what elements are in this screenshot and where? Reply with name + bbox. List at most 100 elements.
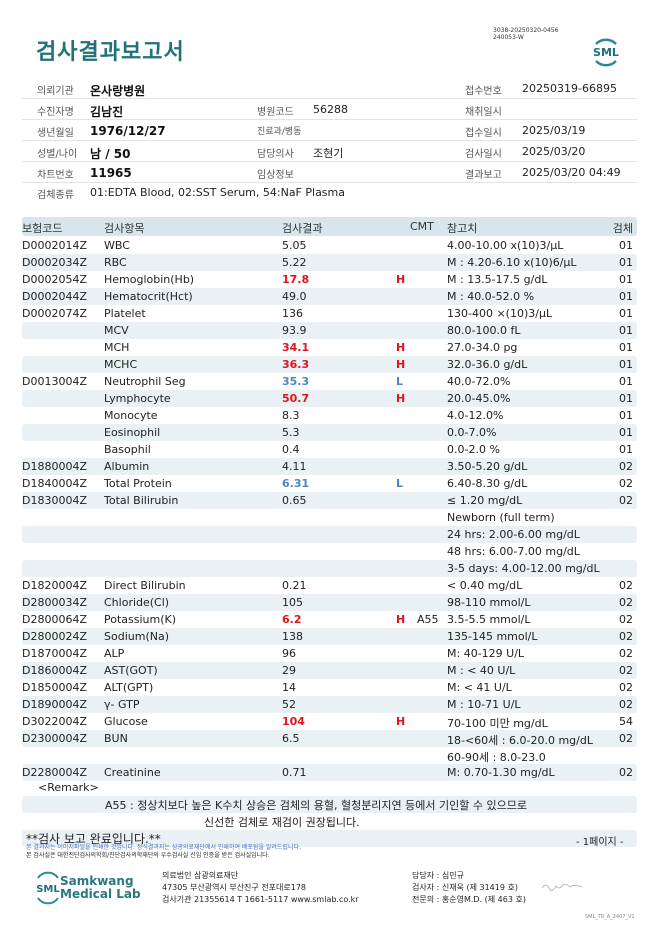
tester: 검사자 : 신재욱 (제 31419 호): [412, 883, 518, 892]
cell-result: 8.3: [282, 409, 300, 422]
test-date-value: 2025/03/20: [522, 145, 586, 158]
cell-specimen: 01: [619, 358, 633, 371]
hospital-code-label: 병원코드: [257, 107, 294, 118]
svg-text:SML: SML: [36, 884, 60, 895]
cell-item: Eosinophil: [104, 426, 161, 439]
table-row: D0002014Z WBC 5.05 4.00-10.00 x(10)3/μL 01: [22, 237, 637, 254]
cell-flag: H: [396, 341, 406, 354]
cell-item: MCV: [104, 324, 129, 337]
cell-reference: 60-90세 : 8.0-23.0: [447, 751, 546, 764]
header-cmt: CMT: [410, 220, 434, 233]
remark-line: A55 : 정상치보다 높은 K수치 상승은 검체의 용혈, 혈청분리지연 등에…: [105, 799, 527, 812]
remark-line: 신선한 검체로 재검이 권장됩니다.: [204, 816, 360, 829]
info-row: 검체종류 01:EDTA Blood, 02:SST Serum, 54:NaF…: [22, 182, 637, 203]
table-row: D2800024Z Sodium(Na) 138 135-145 mmol/L 02: [22, 628, 637, 645]
cell-item: Monocyte: [104, 409, 158, 422]
cell-specimen: 02: [619, 630, 633, 643]
cell-item: Hemoglobin(Hb): [104, 273, 195, 286]
cell-specimen: 01: [619, 426, 633, 439]
cell-item: WBC: [104, 239, 130, 252]
info-row: 성별/나이 남 / 50 담당의사 조현기 검사일시 2025/03/20: [22, 141, 637, 162]
doctor-value: 조현기: [313, 147, 344, 160]
cell-specimen: 01: [619, 256, 633, 269]
accreditation-notice: 본 검사실은 대한진단검사의학회/진단검사의학재단의 우수검사실 신임 인증을 …: [26, 852, 270, 859]
cell-code: D0002014Z: [22, 239, 87, 252]
chart-value: 11965: [90, 166, 132, 180]
cell-specimen: 01: [619, 392, 633, 405]
cell-code: D0013004Z: [22, 375, 87, 388]
cell-result: 6.5: [282, 732, 300, 745]
cell-comment: A55: [417, 613, 439, 626]
table-row: D0002054Z Hemoglobin(Hb) 17.8 H M : 13.5-17.…: [22, 271, 637, 288]
header-specimen: 검체: [612, 222, 633, 235]
institution-value: 온사랑병원: [90, 84, 146, 98]
cell-specimen: 02: [619, 732, 633, 745]
cell-result: 105: [282, 596, 303, 609]
cell-result: 5.3: [282, 426, 300, 439]
signatories: 담당자 : 심민규 검사자 : 신재욱 (제 31419 호) 전문의 : 홍순…: [412, 870, 526, 906]
cell-reference: 3.50-5.20 g/dL: [447, 460, 528, 473]
cell-specimen: 01: [619, 443, 633, 456]
header-code: 보험코드: [22, 222, 63, 235]
table-row: D3022004Z Glucose 104 H 70-100 미만 mg/dL 54: [22, 713, 637, 730]
table-row: D1880004Z Albumin 4.11 3.50-5.20 g/dL 02: [22, 458, 637, 475]
address: 47305 부산광역시 부산진구 전포대로178: [162, 883, 307, 892]
cell-item: ALT(GPT): [104, 681, 154, 694]
table-row: 3-5 days: 4.00-12.00 mg/dL: [22, 560, 637, 577]
receipt-no-value: 20250319-66895: [522, 82, 617, 95]
cell-reference: Newborn (full term): [447, 511, 555, 524]
cell-reference: M : < 40 U/L: [447, 664, 516, 677]
cell-specimen: 02: [619, 613, 633, 626]
cell-item: Total Protein: [104, 477, 172, 490]
cell-specimen: 01: [619, 239, 633, 252]
table-row: D1840004Z Total Protein 6.31 L 6.40-8.30 g/d…: [22, 475, 637, 492]
cell-result: 29: [282, 664, 296, 677]
cell-specimen: 02: [619, 664, 633, 677]
cell-reference: M : 4.20-6.10 x(10)6/μL: [447, 256, 577, 269]
cell-result: 6.2: [282, 613, 302, 626]
cell-item: Lymphocyte: [104, 392, 171, 405]
lab-address: 의료법인 삼광의료재단 47305 부산광역시 부산진구 전포대로178 검사기…: [162, 870, 359, 906]
cell-reference: 3-5 days: 4.00-12.00 mg/dL: [447, 562, 600, 575]
cell-specimen: 02: [619, 494, 633, 507]
cell-code: D1830004Z: [22, 494, 87, 507]
table-row: D1860004Z AST(GOT) 29 M : < 40 U/L 02: [22, 662, 637, 679]
remark-label: <Remark>: [38, 781, 99, 794]
cell-flag: H: [396, 392, 406, 405]
document-id: 3038-20250320-0456 240053-W: [493, 27, 558, 41]
remark-band: [22, 796, 637, 813]
cell-specimen: 02: [619, 698, 633, 711]
table-row: MCV 93.9 80.0-100.0 fL 01: [22, 322, 637, 339]
cell-reference: 98-110 mmol/L: [447, 596, 531, 609]
cell-code: D1880004Z: [22, 460, 87, 473]
sml-lab-logo-icon: SML: [36, 871, 60, 905]
table-row: D2800034Z Chloride(Cl) 105 98-110 mmol/L 02: [22, 594, 637, 611]
cell-item: ALP: [104, 647, 125, 660]
org-name: 의료법인 삼광의료재단: [162, 871, 239, 880]
cell-result: 35.3: [282, 375, 310, 388]
cell-reference: 20.0-45.0%: [447, 392, 511, 405]
cell-result: 52: [282, 698, 296, 711]
cell-item: MCHC: [104, 358, 138, 371]
signature-icon: [541, 883, 583, 891]
cell-reference: 4.0-12.0%: [447, 409, 504, 422]
table-header: 보험코드 검사항목 검사결과 CMT 참고치 검체: [22, 217, 637, 236]
table-row: Newborn (full term): [22, 509, 637, 526]
cell-reference: 80.0-100.0 fL: [447, 324, 521, 337]
doctor-label: 담당의사: [257, 149, 294, 160]
cell-flag: H: [396, 358, 406, 371]
cell-specimen: 01: [619, 409, 633, 422]
dob-value: 1976/12/27: [90, 124, 166, 138]
cell-result: 96: [282, 647, 296, 660]
specimen-label: 검체종류: [37, 190, 74, 201]
cell-reference: 0.0-7.0%: [447, 426, 497, 439]
table-row: D2800064Z Potassium(K) 6.2 H A55 3.5-5.5 mmol…: [22, 611, 637, 628]
cell-reference: M: 0.70-1.30 mg/dL: [447, 766, 555, 779]
table-row: MCHC 36.3 H 32.0-36.0 g/dL 01: [22, 356, 637, 373]
cell-item: Total Bilirubin: [104, 494, 179, 507]
hospital-code-value: 56288: [313, 103, 348, 116]
table-row: Eosinophil 5.3 0.0-7.0% 01: [22, 424, 637, 441]
cell-specimen: 02: [619, 460, 633, 473]
form-version: SML_TR_A_2407_V1: [585, 914, 635, 920]
cell-item: Neutrophil Seg: [104, 375, 186, 388]
